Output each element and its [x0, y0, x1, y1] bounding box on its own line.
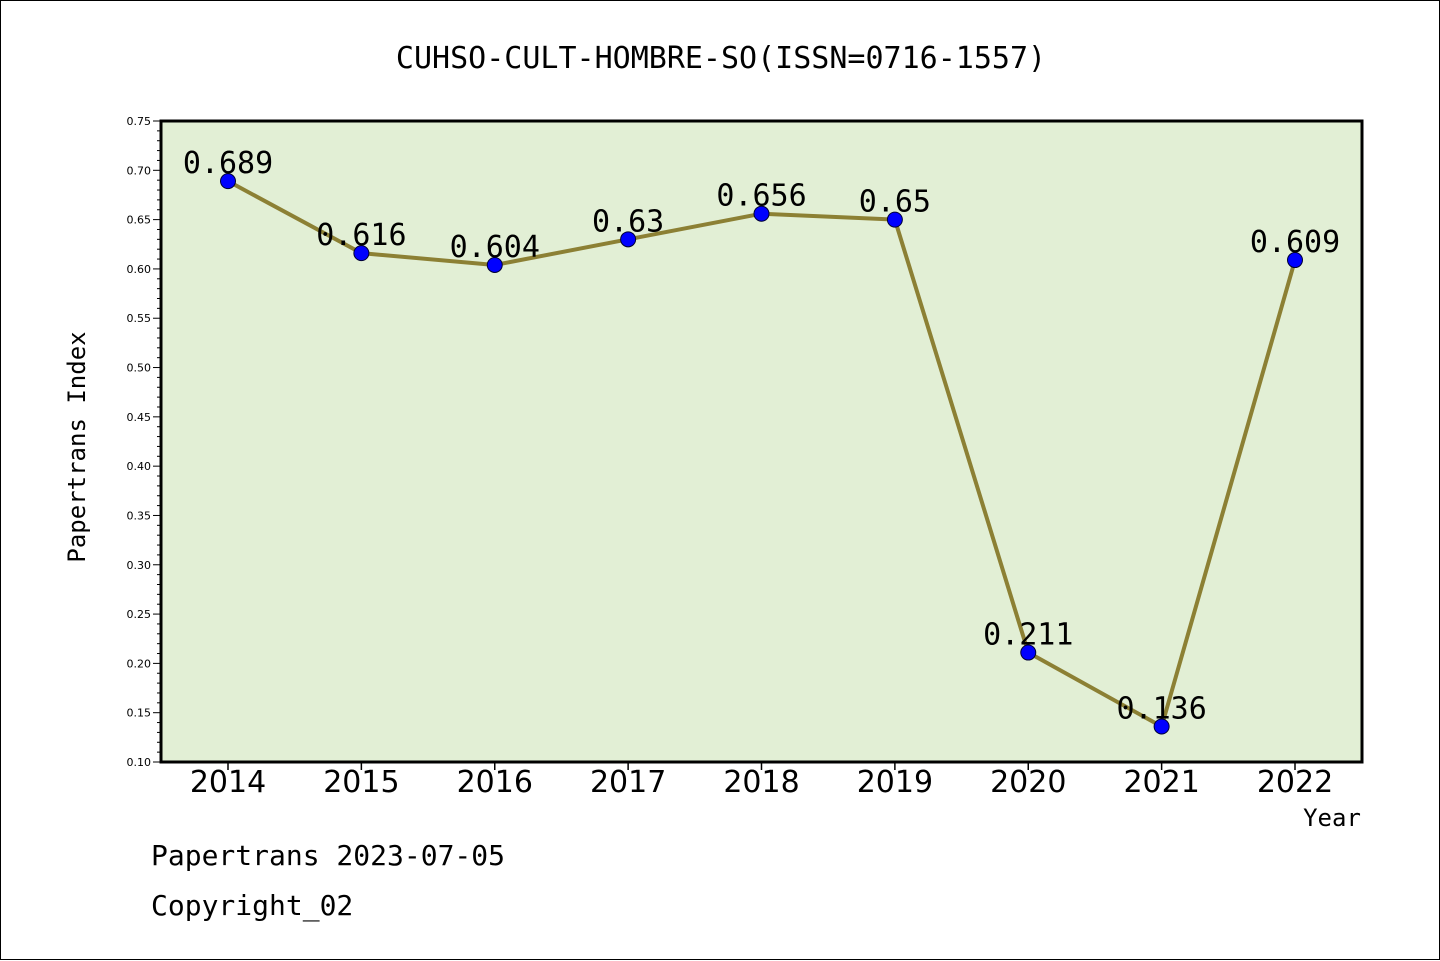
y-tick-label: 0.45 — [127, 411, 152, 424]
y-axis-label: Papertrans Index — [63, 331, 91, 562]
y-tick-label: 0.70 — [127, 164, 152, 177]
data-points — [220, 173, 1303, 735]
data-point — [1287, 252, 1303, 269]
x-tick-label: 2016 — [457, 765, 533, 800]
data-labels: 0.689 0.616 0.604 0.63 0.656 0.65 0.211 0.136 0.… — [183, 146, 1340, 726]
data-point — [486, 256, 503, 273]
x-tick-label: 2019 — [857, 765, 933, 800]
y-tick-label: 0.50 — [127, 362, 152, 375]
x-axis-label: Year — [1303, 804, 1361, 832]
x-tick-label: 2020 — [990, 765, 1066, 800]
x-axis: 2014 2015 2016 2017 2018 2019 2020 2021 2022 — [190, 762, 1333, 800]
data-label: 0.609 — [1250, 225, 1340, 260]
y-tick-label: 0.10 — [127, 756, 152, 769]
x-tick-label: 2017 — [590, 765, 666, 800]
data-label: 0.136 — [1116, 691, 1206, 726]
data-label: 0.656 — [716, 179, 806, 214]
data-label: 0.211 — [983, 618, 1073, 653]
x-tick-label: 2018 — [723, 765, 799, 800]
x-tick-label: 2014 — [190, 765, 266, 800]
data-label: 0.616 — [316, 218, 406, 253]
y-tick-label: 0.30 — [127, 559, 152, 572]
data-label: 0.689 — [183, 146, 273, 181]
copyright-text: Copyright_02 — [151, 889, 353, 923]
y-tick-label: 0.25 — [127, 608, 152, 621]
data-point — [1020, 644, 1037, 661]
chart-title: CUHSO-CULT-HOMBRE-SO(ISSN=0716-1557) — [396, 41, 1046, 76]
data-point — [753, 205, 770, 222]
y-tick-label: 0.35 — [127, 509, 152, 522]
data-point — [620, 231, 637, 248]
y-tick-label: 0.55 — [127, 312, 152, 325]
y-axis: 0.10 0.15 0.20 0.25 0.30 0.35 0.40 0.45 0.50 0.55… — [127, 115, 161, 769]
data-label: 0.63 — [592, 204, 664, 239]
source-stamp: Papertrans 2023-07-05 — [151, 839, 505, 872]
data-point — [1153, 718, 1170, 735]
x-tick-label: 2021 — [1123, 765, 1199, 800]
plot-area — [159, 119, 1364, 764]
data-point — [220, 173, 236, 190]
y-tick-label: 0.20 — [127, 657, 152, 670]
y-tick-label: 0.75 — [127, 115, 152, 128]
y-tick-label: 0.60 — [127, 263, 152, 276]
data-label: 0.604 — [450, 230, 540, 265]
y-tick-label: 0.15 — [127, 707, 152, 720]
data-point — [886, 211, 903, 228]
x-tick-label: 2022 — [1257, 765, 1333, 800]
y-tick-label: 0.65 — [127, 214, 152, 227]
data-point — [353, 245, 370, 262]
y-tick-label: 0.40 — [127, 460, 152, 473]
x-tick-label: 2015 — [323, 765, 399, 800]
data-label: 0.65 — [859, 185, 931, 220]
